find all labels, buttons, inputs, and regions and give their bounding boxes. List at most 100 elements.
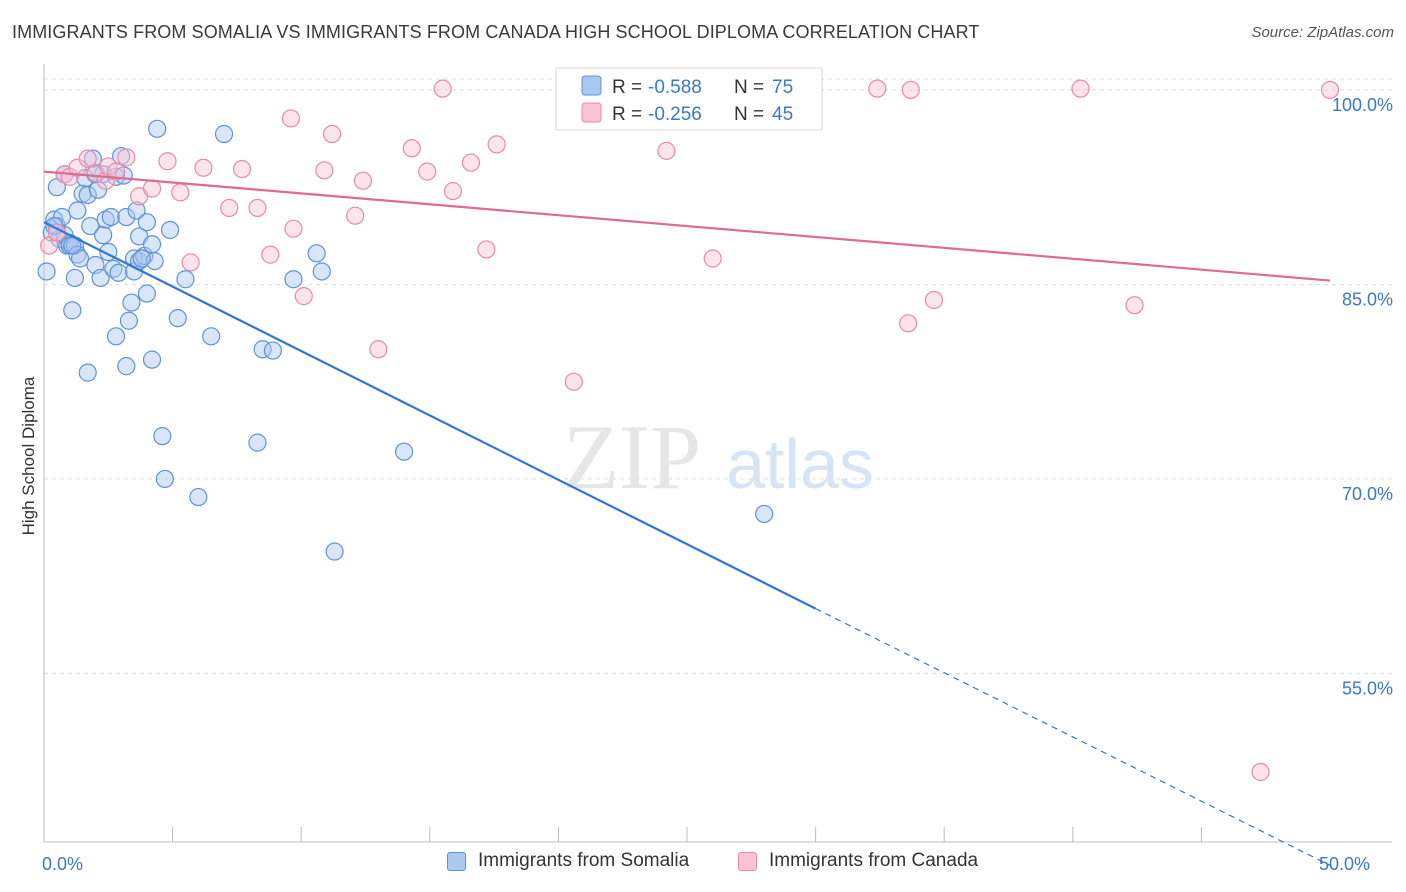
y-tick-label: 55.0%: [1342, 678, 1393, 698]
point-somalia: [312, 262, 331, 281]
point-somalia: [101, 207, 120, 227]
point-somalia: [325, 542, 344, 561]
point-canada: [171, 183, 190, 202]
point-somalia: [148, 119, 167, 138]
point-canada: [402, 139, 421, 158]
point-somalia: [142, 350, 162, 369]
watermark-atlas: atlas: [726, 425, 874, 503]
point-canada: [477, 240, 496, 259]
point-canada: [1251, 762, 1270, 782]
chart-source: Source: ZipAtlas.com: [1251, 24, 1394, 41]
trend-lines: [43, 170, 1331, 866]
point-canada: [106, 162, 126, 181]
point-somalia: [307, 244, 326, 263]
point-somalia: [755, 504, 774, 524]
point-somalia: [106, 327, 126, 346]
point-somalia: [137, 213, 156, 232]
point-canada: [322, 124, 342, 144]
point-canada: [1125, 296, 1144, 315]
point-somalia: [394, 442, 414, 461]
axes: 100.0% 85.0% 70.0% 55.0% 0.0% 50.0%: [42, 64, 1393, 874]
trend-line-canada: [43, 170, 1331, 282]
legend-bottom-swatch-canada: [738, 851, 757, 871]
watermark-zip: ZIP: [563, 406, 701, 508]
point-somalia: [284, 270, 303, 289]
point-somalia: [65, 268, 84, 288]
point-canada: [346, 206, 365, 225]
point-canada: [181, 253, 200, 272]
point-somalia: [137, 284, 156, 303]
x-tick-label: 0.0%: [42, 854, 83, 874]
point-somalia: [189, 487, 208, 507]
point-canada: [899, 314, 918, 333]
point-canada: [443, 181, 463, 201]
legend-r-label-canada: R =: [612, 104, 642, 125]
point-somalia: [91, 268, 110, 288]
point-somalia: [248, 433, 267, 452]
legend-r-value-somalia: -0.588: [648, 77, 702, 98]
legend-n-label-canada: N =: [734, 104, 764, 125]
legend-top: R = -0.588 N = 75 R = -0.256 N = 45: [555, 67, 823, 131]
data-points: [37, 79, 1340, 782]
point-canada: [657, 141, 676, 160]
legend-n-value-somalia: 75: [772, 77, 793, 98]
point-somalia: [78, 185, 97, 205]
point-canada: [868, 79, 887, 98]
point-canada: [315, 161, 334, 180]
point-somalia: [168, 309, 187, 328]
point-canada: [68, 158, 87, 177]
y-tick-label: 85.0%: [1342, 289, 1393, 309]
point-somalia: [153, 427, 172, 446]
point-somalia: [132, 249, 151, 268]
legend-r-value-canada: -0.256: [648, 104, 702, 125]
point-canada: [1071, 79, 1090, 98]
watermark: ZIP atlas: [563, 406, 874, 508]
point-canada: [433, 79, 452, 98]
point-canada: [901, 80, 920, 100]
legend-bottom-swatch-somalia: [447, 851, 466, 871]
point-somalia: [160, 220, 180, 240]
point-somalia: [119, 311, 138, 330]
point-somalia: [263, 341, 283, 360]
point-canada: [418, 162, 437, 181]
point-somalia: [37, 262, 56, 281]
point-somalia: [96, 210, 115, 229]
point-somalia: [155, 469, 174, 489]
trend-line-somalia: [43, 221, 817, 610]
point-somalia: [127, 201, 146, 220]
point-canada: [353, 171, 373, 190]
point-canada: [564, 372, 583, 391]
point-canada: [142, 179, 162, 198]
legend-swatch-somalia: [581, 75, 602, 96]
point-canada: [261, 245, 280, 264]
point-canada: [248, 198, 267, 218]
legend-n-value-canada: 45: [772, 104, 793, 125]
point-somalia: [117, 357, 136, 376]
trend-line-extension-somalia: [815, 608, 1331, 866]
point-canada: [194, 158, 213, 177]
legend-item-canada: Immigrants from Canada: [738, 850, 978, 872]
point-canada: [158, 152, 177, 171]
legend-bottom-label-somalia: Immigrants from Somalia: [478, 850, 690, 871]
point-canada: [703, 249, 722, 268]
point-canada: [1320, 80, 1340, 100]
point-somalia: [176, 270, 195, 289]
legend-bottom: Immigrants from Somalia Immigrants from …: [0, 850, 1406, 880]
point-somalia: [117, 207, 136, 227]
y-axis-label: High School Diploma: [19, 376, 38, 535]
point-canada: [78, 149, 97, 168]
point-somalia: [214, 124, 234, 144]
legend-bottom-label-canada: Immigrants from Canada: [769, 850, 979, 871]
point-somalia: [68, 201, 87, 220]
point-canada: [232, 159, 252, 179]
point-somalia: [81, 216, 100, 236]
point-somalia: [122, 293, 141, 312]
point-somalia: [94, 226, 113, 245]
legend-n-label-somalia: N =: [734, 77, 764, 98]
x-tick-label: 50.0%: [1319, 854, 1370, 874]
y-tick-label: 100.0%: [1332, 95, 1393, 115]
point-canada: [220, 198, 239, 218]
point-canada: [487, 135, 506, 154]
legend-swatch-canada: [581, 102, 602, 123]
chart-title: IMMIGRANTS FROM SOMALIA VS IMMIGRANTS FR…: [12, 22, 980, 42]
